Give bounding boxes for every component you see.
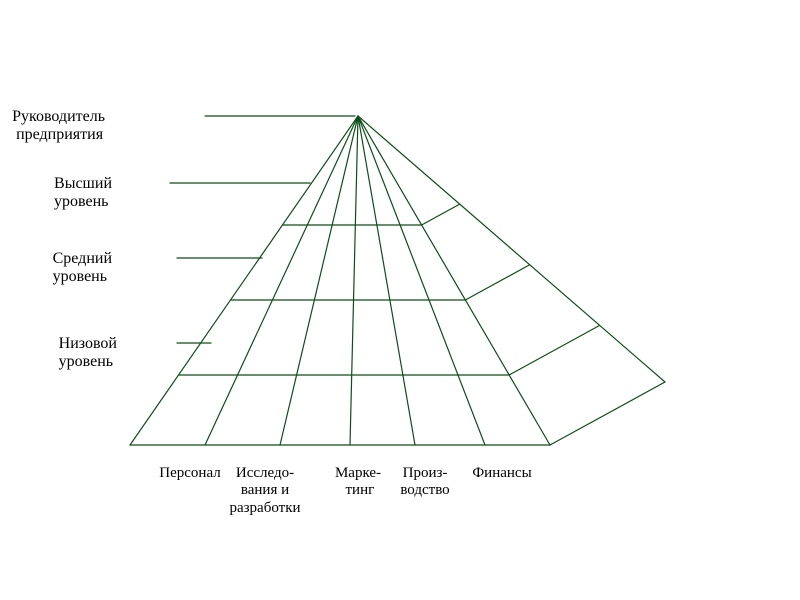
side-label-lvl_hi: Высший уровень (54, 175, 112, 212)
bottom-label-col_prod: Произ- водство (400, 465, 449, 500)
side-label-lvl_top: Руководитель предприятия (12, 108, 105, 145)
pyramid-diagram: Руководитель предприятия Высший уровень Ср… (0, 0, 800, 600)
side-label-lvl_low: Низовой уровень (59, 335, 117, 372)
side-label-lvl_mid: Средний уровень (53, 250, 112, 287)
bottom-label-col_mkt: Марке- тинг (335, 465, 381, 500)
pyramid-svg (0, 0, 800, 600)
bottom-label-col_fin: Финансы (472, 465, 531, 482)
bottom-label-col_pers: Персонал (159, 465, 220, 482)
bottom-label-col_rnd: Исследо- вания и разработки (229, 465, 300, 517)
